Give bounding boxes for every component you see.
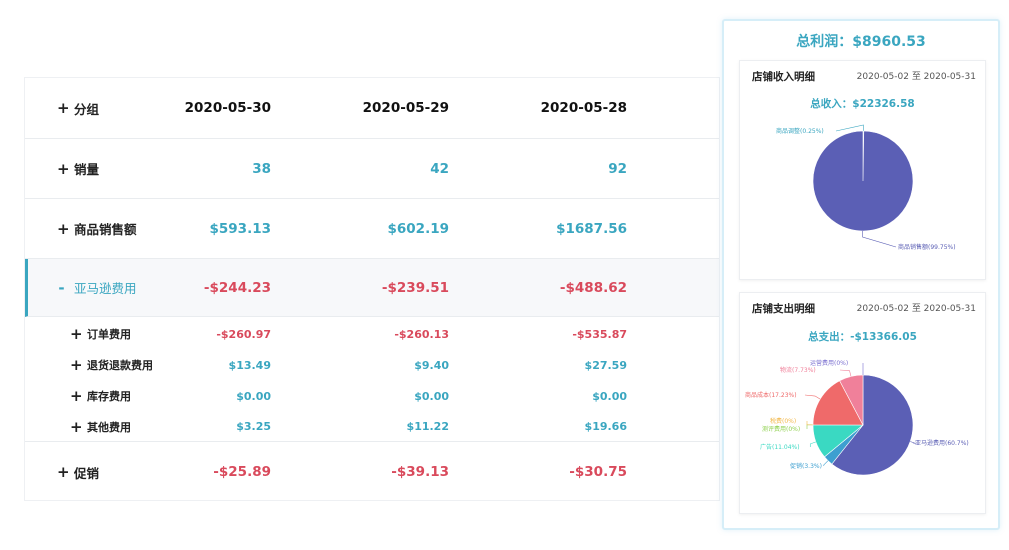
pie-slice-label: 广告(11.04%): [760, 443, 800, 451]
pie-label-line: [839, 369, 852, 377]
expand-icon[interactable]: +: [57, 99, 70, 117]
cell-value: 38: [252, 160, 271, 177]
group-label: 分组: [74, 101, 100, 117]
row-toggle[interactable]: + 库存费用: [70, 387, 131, 405]
cell-value: $11.22: [406, 420, 449, 433]
cell-value: -$239.51: [381, 279, 449, 296]
expand-icon[interactable]: +: [57, 159, 70, 178]
pie-slice-label: 亚马逊费用(60.7%): [915, 439, 969, 447]
row-label: 库存费用: [87, 390, 131, 403]
expand-icon[interactable]: +: [70, 356, 83, 374]
cell-value: 42: [430, 160, 449, 177]
cell-value: -$30.75: [569, 464, 627, 480]
cell-value: $1687.56: [556, 220, 627, 237]
row-label: 其他费用: [87, 420, 131, 434]
pie-slice-label: 商品成本(17.23%): [745, 391, 797, 399]
expand-icon[interactable]: +: [70, 417, 83, 436]
cell-value: $0.00: [592, 389, 627, 403]
row-toggle[interactable]: - 亚马逊费用: [57, 278, 137, 297]
cell-value: -$535.87: [572, 327, 627, 341]
pie-slice[interactable]: [812, 380, 864, 426]
cell-value: $13.49: [228, 358, 271, 372]
data-table: + 分组 2020-05-30 2020-05-29 2020-05-28 + …: [24, 77, 720, 501]
pie-label-line: [809, 441, 817, 447]
income-pie-chart: 商品调整(0.25%) 商品销售额(99.75%): [776, 124, 956, 251]
row-toggle[interactable]: + 商品销售额: [57, 219, 137, 238]
profit-summary-panel: 总利润：$8960.53 店铺收入明细 2020-05-02 至 2020-05…: [722, 19, 1000, 530]
row-label: 销量: [74, 162, 100, 177]
expand-icon[interactable]: +: [70, 387, 83, 405]
expand-icon[interactable]: +: [57, 463, 70, 481]
cell-value: $602.19: [387, 220, 450, 237]
cell-value: $0.00: [414, 389, 449, 403]
table-row-refund-fees[interactable]: + 退货退款费用 $13.49 $9.40 $27.59: [25, 350, 719, 380]
row-toggle[interactable]: + 促销: [57, 463, 99, 482]
pie-slice-label: 税费(0%): [770, 417, 796, 425]
income-total: 总收入：$22326.58: [810, 98, 915, 110]
row-toggle[interactable]: + 订单费用: [70, 325, 131, 343]
cell-value: $27.59: [584, 358, 627, 372]
table-row-amazon-fees[interactable]: - 亚马逊费用 -$244.23 -$239.51 -$488.62: [25, 259, 719, 317]
row-toggle[interactable]: + 其他费用: [70, 418, 131, 436]
column-date-1: 2020-05-30: [184, 100, 271, 116]
expand-icon[interactable]: +: [57, 219, 70, 238]
expense-total: 总支出：-$13366.05: [808, 331, 917, 343]
row-toggle[interactable]: + 销量: [57, 159, 99, 178]
table-row-other-fees[interactable]: + 其他费用 $3.25 $11.22 $19.66: [25, 412, 719, 442]
cell-value: -$244.23: [203, 279, 271, 296]
row-label: 促销: [74, 465, 100, 481]
table-row-product-sales[interactable]: + 商品销售额 $593.13 $602.19 $1687.56: [25, 199, 719, 259]
pie-slice-label: 商品销售额(99.75%): [898, 243, 956, 251]
expense-pie-chart: 亚马逊费用(60.7%) 促销(3.3%) 广告(11.04%) 测评费用(0%)税费…: [745, 359, 969, 476]
income-card-title: 店铺收入明细: [752, 71, 815, 83]
pie-label-line: [835, 124, 864, 132]
pie-label-line: [910, 441, 916, 444]
expand-icon[interactable]: +: [70, 325, 83, 343]
cell-value: -$488.62: [559, 279, 627, 296]
table-row-sales-volume[interactable]: + 销量 38 42 92: [25, 139, 719, 199]
pie-label-line: [806, 421, 814, 426]
total-profit: 总利润：$8960.53: [796, 34, 926, 50]
expense-card-title: 店铺支出明细: [752, 303, 815, 315]
pie-slice[interactable]: [831, 374, 914, 476]
row-toggle[interactable]: + 退货退款费用: [70, 356, 153, 374]
pie-slice-label: 运营费用(0%): [810, 359, 848, 367]
cell-value: $0.00: [236, 389, 271, 403]
pie-slice-label: 物流(7.73%): [780, 366, 816, 374]
pie-label-line: [804, 394, 821, 400]
table-row-promotion[interactable]: + 促销 -$25.89 -$39.13 -$30.75: [25, 443, 719, 501]
row-label: 订单费用: [87, 328, 131, 341]
cell-value: 92: [608, 160, 627, 177]
table-row-order-fees[interactable]: + 订单费用 -$260.97 -$260.13 -$535.87: [25, 319, 719, 349]
table-row-inventory-fees[interactable]: + 库存费用 $0.00 $0.00 $0.00: [25, 381, 719, 411]
cell-value: $9.40: [414, 358, 449, 372]
cell-value: -$25.89: [213, 464, 271, 480]
pie-slice-label: 商品调整(0.25%): [776, 127, 824, 135]
pie-slice-label: 测评费用(0%): [762, 425, 800, 433]
cell-value: $593.13: [209, 220, 272, 237]
cell-value: -$260.13: [394, 327, 449, 341]
expense-breakdown-card: 店铺支出明细 2020-05-02 至 2020-05-31 总支出：-$133…: [739, 292, 986, 514]
column-date-3: 2020-05-28: [540, 100, 627, 116]
cell-value: $19.66: [584, 420, 627, 433]
group-toggle[interactable]: + 分组: [57, 99, 99, 118]
pie-slice-label: 促销(3.3%): [790, 462, 822, 470]
pie-slice[interactable]: [812, 130, 914, 232]
table-header-row: + 分组 2020-05-30 2020-05-29 2020-05-28: [25, 78, 719, 139]
income-date-range[interactable]: 2020-05-02 至 2020-05-31: [856, 72, 976, 82]
expense-date-range[interactable]: 2020-05-02 至 2020-05-31: [856, 304, 976, 314]
pie-label-line: [862, 230, 897, 248]
row-label: 退货退款费用: [87, 359, 153, 372]
row-label: 亚马逊费用: [74, 281, 137, 296]
column-date-2: 2020-05-29: [362, 100, 449, 116]
cell-value: -$39.13: [391, 464, 449, 480]
collapse-icon[interactable]: -: [58, 278, 65, 297]
cell-value: $3.25: [236, 420, 271, 433]
pie-label-line: [806, 424, 814, 429]
income-breakdown-card: 店铺收入明细 2020-05-02 至 2020-05-31 总收入：$2232…: [739, 60, 986, 280]
row-label: 商品销售额: [74, 222, 137, 237]
cell-value: -$260.97: [216, 327, 271, 341]
pie-label-line: [823, 460, 829, 466]
